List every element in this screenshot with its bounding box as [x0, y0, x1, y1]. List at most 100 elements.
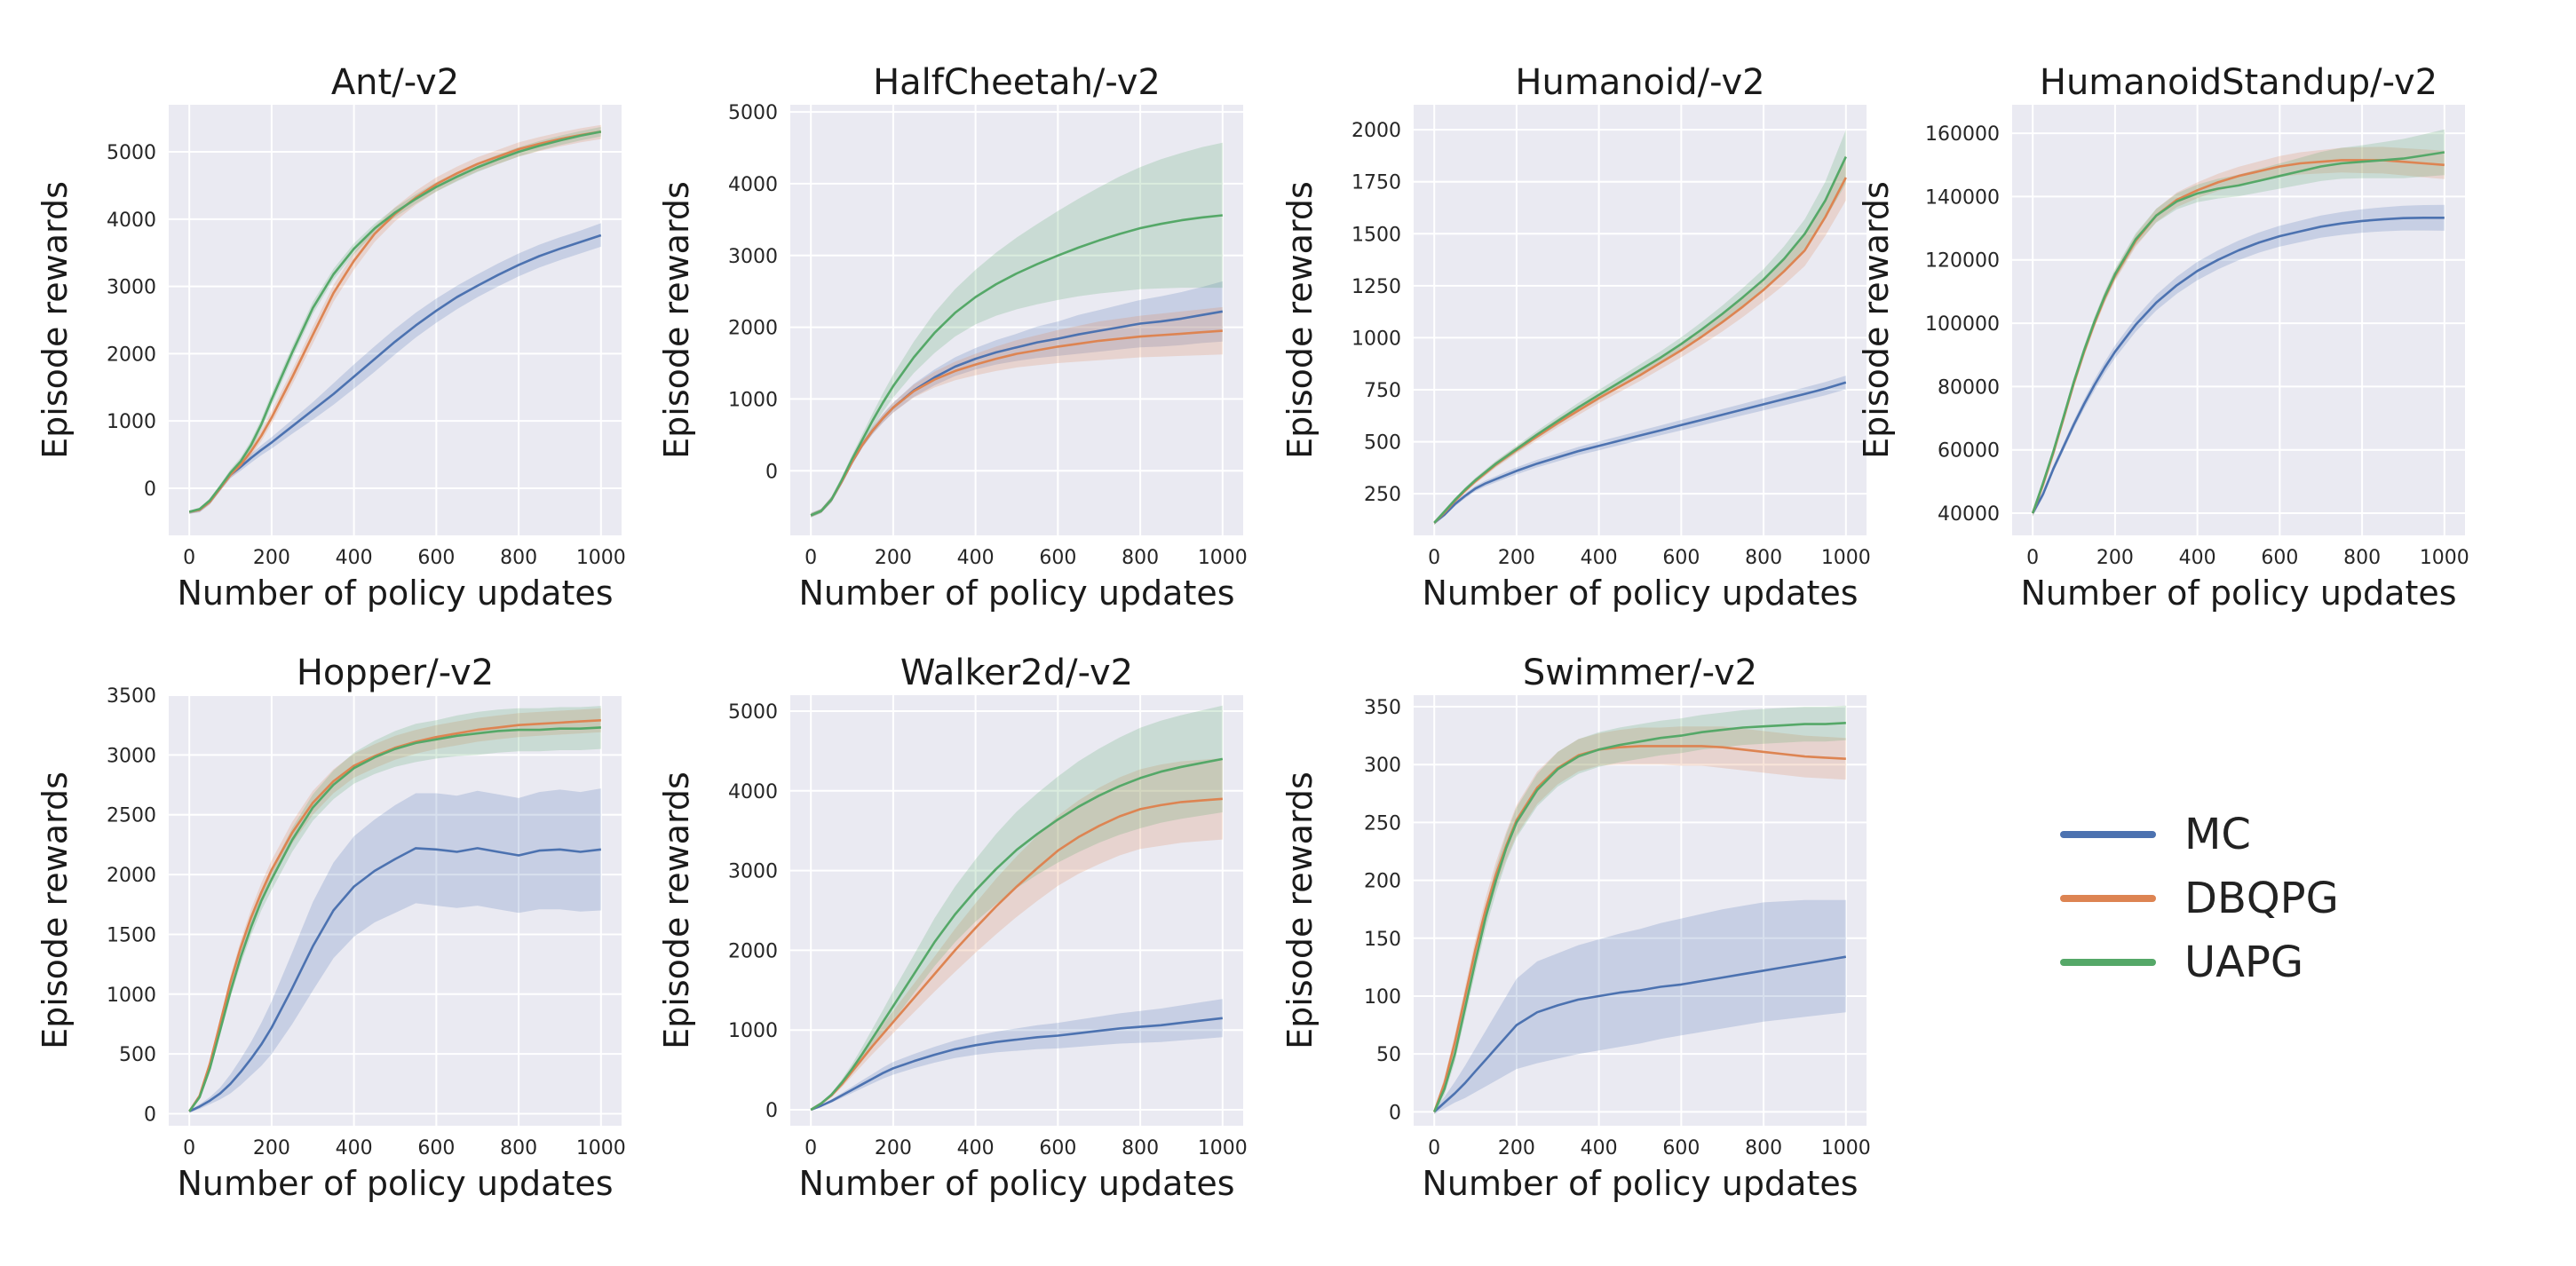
chart-hopper-v2-y-tick-label: 3500: [107, 685, 156, 708]
chart-swimmer-v2-y-tick-label: 250: [1364, 812, 1401, 835]
chart-humanoid-v2: 0 200 400 600 800 1000 250 500 750 1000 1250 1500 17…: [1280, 62, 1871, 613]
chart-ant-v2-y-tick-label: 3000: [107, 277, 156, 299]
chart-ant-v2-line-uapg: [188, 131, 602, 513]
chart-walker2d-v2-y-tick-label: 2000: [728, 940, 778, 962]
chart-humanoidstandup-v2-y-tick-label: 120000: [1925, 250, 2000, 273]
chart-humanoid-v2-y-axis-label: Episode rewards: [1280, 181, 1320, 459]
chart-humanoidstandup-v2-line-uapg: [2031, 151, 2445, 514]
legend-swatch-mc: [2060, 831, 2156, 838]
chart-humanoid-v2-y-tick-label: 1250: [1351, 276, 1401, 298]
chart-halfcheetah-v2-band-uapg: [811, 142, 1223, 518]
chart-humanoidstandup-v2-x-tick-label: 400: [2179, 547, 2216, 569]
chart-swimmer-v2-y-tick-label: 350: [1364, 697, 1401, 719]
chart-hopper-v2-x-axis-label: Number of policy updates: [177, 1164, 613, 1203]
chart-humanoidstandup-v2: 0 200 400 600 800 1000 40000 60000 80000 100000 12…: [1857, 62, 2469, 613]
chart-halfcheetah-v2-y-tick-label: 2000: [728, 318, 778, 340]
chart-swimmer-v2-band-dbqpg: [1434, 726, 1846, 1114]
chart-walker2d-v2-line-uapg: [810, 757, 1224, 1112]
chart-swimmer-v2-x-tick-label: 1000: [1821, 1137, 1871, 1159]
chart-humanoid-v2-x-axis-label: Number of policy updates: [1422, 574, 1858, 613]
chart-humanoid-v2-x-tick-label: 200: [1498, 547, 1535, 569]
chart-humanoid-v2-y-tick-label: 500: [1364, 432, 1401, 455]
chart-swimmer-v2-y-tick-label: 150: [1364, 929, 1401, 951]
legend-item-mc: MC: [2042, 808, 2415, 861]
chart-hopper-v2-line-mc: [188, 847, 601, 1112]
chart-humanoidstandup-v2-x-axis-label: Number of policy updates: [2020, 574, 2456, 613]
legend-swatch-uapg: [2060, 959, 2156, 966]
chart-ant-v2-x-tick-label: 1000: [576, 547, 626, 569]
chart-swimmer-v2-band-mc: [1434, 899, 1846, 1114]
chart-ant-v2-line-dbqpg: [188, 131, 602, 513]
chart-swimmer-v2-y-tick-label: 100: [1364, 986, 1401, 1009]
chart-humanoidstandup-v2-y-tick-label: 80000: [1938, 376, 2000, 399]
chart-hopper-v2-y-tick-label: 500: [119, 1044, 156, 1066]
chart-humanoid-v2-plot-area: [1414, 105, 1867, 535]
chart-humanoidstandup-v2-x-tick-label: 1000: [2420, 547, 2469, 569]
chart-ant-v2-x-tick-label: 0: [183, 547, 195, 569]
chart-hopper-v2-y-tick-label: 1500: [107, 924, 156, 946]
chart-humanoid-v2-y-tick-label: 1500: [1351, 224, 1401, 246]
chart-ant-v2-y-tick-label: 2000: [107, 344, 156, 366]
chart-hopper-v2-line-uapg: [188, 726, 601, 1112]
chart-halfcheetah-v2-x-tick-label: 400: [957, 547, 995, 569]
chart-hopper-v2: 0 200 400 600 800 1000 0 500 1000 1500 2000 2500 300…: [36, 653, 626, 1203]
chart-hopper-v2-band-mc: [189, 788, 601, 1113]
chart-humanoid-v2-y-tick-label: 1750: [1351, 172, 1401, 194]
chart-humanoid-v2-y-tick-label: 750: [1364, 380, 1401, 402]
chart-walker2d-v2-line-dbqpg: [810, 797, 1223, 1112]
chart-swimmer-v2-line-mc: [1433, 955, 1847, 1113]
chart-humanoidstandup-v2-band-uapg: [2033, 129, 2445, 517]
chart-ant-v2-y-tick-label: 1000: [107, 411, 156, 433]
chart-ant-v2-x-axis-label: Number of policy updates: [177, 574, 613, 613]
chart-walker2d-v2-x-tick-label: 1000: [1198, 1137, 1248, 1159]
chart-hopper-v2-x-tick-label: 1000: [576, 1137, 626, 1159]
chart-ant-v2-y-tick-label: 0: [144, 479, 156, 501]
chart-walker2d-v2-band-mc: [811, 999, 1223, 1111]
chart-halfcheetah-v2-y-tick-label: 3000: [728, 246, 778, 268]
chart-humanoidstandup-v2-y-tick-label: 140000: [1925, 186, 2000, 209]
legend-item-dbqpg: DBQPG: [2042, 872, 2415, 925]
chart-humanoidstandup-v2-x-tick-label: 800: [2343, 547, 2381, 569]
chart-walker2d-v2-x-tick-label: 600: [1039, 1137, 1076, 1159]
chart-humanoid-v2-line-uapg: [1433, 156, 1847, 524]
chart-humanoid-v2-x-tick-label: 600: [1662, 547, 1700, 569]
chart-humanoid-v2-line-mc: [1433, 381, 1847, 524]
chart-halfcheetah-v2-y-tick-label: 0: [765, 461, 778, 483]
chart-walker2d-v2-x-tick-label: 400: [957, 1137, 995, 1159]
chart-humanoid-v2-band-mc: [1434, 376, 1846, 526]
chart-humanoid-v2-title: Humanoid/-v2: [1515, 62, 1764, 103]
legend-label-mc: MC: [2184, 810, 2251, 859]
chart-hopper-v2-y-tick-label: 2000: [107, 865, 156, 887]
chart-hopper-v2-band-uapg: [189, 706, 601, 1113]
chart-ant-v2: 0 200 400 600 800 1000 0 1000 2000 3000 4000 5000 An…: [36, 62, 626, 613]
chart-walker2d-v2-band-uapg: [811, 705, 1223, 1111]
chart-humanoidstandup-v2-y-tick-label: 100000: [1925, 313, 2000, 336]
chart-humanoidstandup-v2-title: HumanoidStandup/-v2: [2040, 62, 2437, 103]
chart-halfcheetah-v2: 0 200 400 600 800 1000 0 1000 2000 3000 4000 5000 Ha…: [657, 62, 1248, 613]
chart-halfcheetah-v2-y-tick-label: 5000: [728, 102, 778, 124]
chart-humanoid-v2-x-tick-label: 800: [1745, 547, 1782, 569]
chart-swimmer-v2-title: Swimmer/-v2: [1523, 653, 1757, 693]
chart-humanoid-v2-y-tick-label: 1000: [1351, 328, 1401, 350]
chart-hopper-v2-y-tick-label: 3000: [107, 745, 156, 767]
chart-walker2d-v2-line-mc: [810, 1017, 1223, 1112]
legend-swatch-dbqpg: [2060, 895, 2156, 902]
chart-humanoidstandup-v2-x-tick-label: 600: [2261, 547, 2298, 569]
chart-walker2d-v2-y-tick-label: 1000: [728, 1020, 778, 1042]
chart-halfcheetah-v2-line-dbqpg: [810, 329, 1223, 517]
chart-ant-v2-y-tick-label: 5000: [107, 142, 156, 164]
chart-halfcheetah-v2-y-tick-label: 4000: [728, 174, 778, 196]
chart-halfcheetah-v2-line-uapg: [810, 214, 1223, 517]
chart-hopper-v2-x-tick-label: 800: [500, 1137, 537, 1159]
chart-humanoidstandup-v2-y-axis-label: Episode rewards: [1857, 181, 1896, 459]
legend: MC DBQPG UAPG: [2042, 808, 2415, 1030]
chart-humanoid-v2-y-tick-label: 2000: [1351, 120, 1401, 142]
chart-humanoid-v2-x-tick-label: 400: [1581, 547, 1618, 569]
chart-swimmer-v2-x-tick-label: 0: [1428, 1137, 1440, 1159]
chart-halfcheetah-v2-title: HalfCheetah/-v2: [873, 62, 1161, 103]
legend-item-uapg: UAPG: [2042, 936, 2415, 989]
chart-halfcheetah-v2-x-tick-label: 600: [1039, 547, 1076, 569]
chart-walker2d-v2-y-tick-label: 4000: [728, 781, 778, 803]
chart-halfcheetah-v2-band-dbqpg: [811, 306, 1223, 518]
